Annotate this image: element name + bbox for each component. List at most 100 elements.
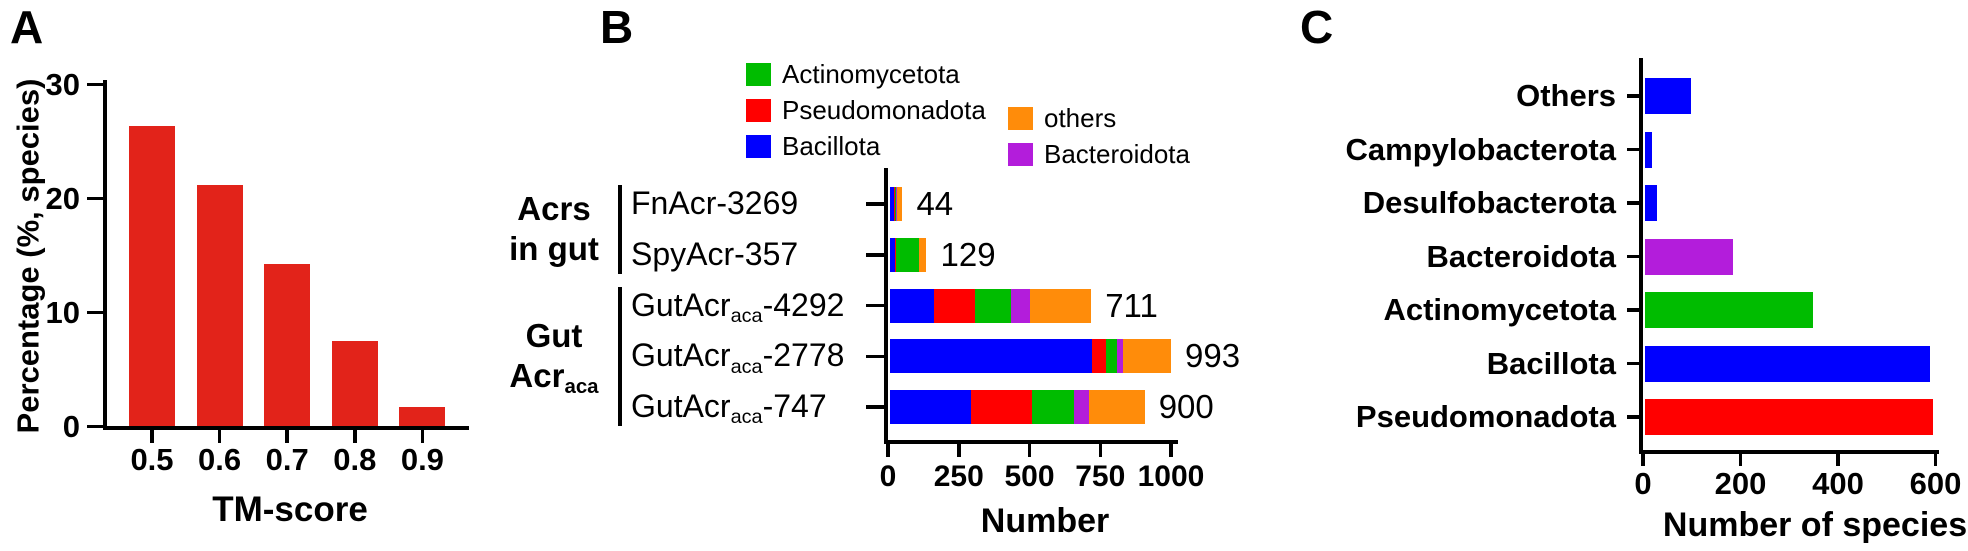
a-x-tick-label: 0.6 bbox=[198, 442, 242, 477]
c-row-tick bbox=[1627, 254, 1643, 259]
b-x-axis-line bbox=[884, 440, 1178, 444]
b-bar-segment-others bbox=[919, 237, 927, 272]
a-x-axis-line bbox=[103, 426, 469, 430]
b-bar-segment-actinomycetota bbox=[1032, 390, 1074, 424]
b-x-tick bbox=[886, 444, 890, 457]
b-bar-segment-pseudomonadota bbox=[1091, 339, 1106, 374]
panel-c-x-axis-title: Number of species bbox=[1662, 506, 1968, 544]
b-y-axis-line bbox=[884, 168, 888, 444]
a-x-tick-label: 0.7 bbox=[265, 442, 309, 477]
b-x-tick bbox=[1098, 444, 1102, 457]
c-row-tick bbox=[1627, 361, 1643, 366]
a-y-tick bbox=[87, 310, 104, 314]
label-text: Gut bbox=[525, 317, 583, 355]
b-row-label: GutAcraca-747 bbox=[631, 388, 827, 428]
a-x-tick-label: 0.9 bbox=[400, 442, 444, 477]
a-x-tick-label: 0.5 bbox=[130, 442, 174, 477]
panel-a-y-axis-title: Percentage (%, species) bbox=[10, 78, 46, 434]
b-group-label-line: Gut bbox=[496, 316, 612, 356]
b-bar-segment-bacteroidota bbox=[1073, 390, 1089, 424]
a-bar bbox=[129, 126, 175, 426]
b-x-tick bbox=[1169, 444, 1173, 457]
label-text: Acr bbox=[509, 356, 565, 394]
a-bar bbox=[264, 264, 311, 426]
b-row-label: GutAcraca-2778 bbox=[631, 337, 844, 378]
label-subscript: aca bbox=[730, 355, 763, 378]
b-bar-segment-actinomycetota bbox=[895, 187, 897, 221]
c-row-tick bbox=[1627, 94, 1643, 98]
a-x-tick bbox=[285, 430, 289, 443]
c-bar bbox=[1645, 238, 1733, 275]
label-text: GutAcr bbox=[631, 337, 731, 374]
b-legend-label: Actinomycetota bbox=[782, 59, 960, 89]
b-legend-label: Bacteroidota bbox=[1044, 139, 1190, 169]
c-x-axis-line bbox=[1639, 450, 1939, 454]
c-row-tick bbox=[1627, 308, 1643, 312]
b-group-label-line: Acrs bbox=[496, 189, 612, 229]
b-bar-segment-others bbox=[1088, 390, 1145, 424]
panel-b-x-axis-title: Number bbox=[980, 502, 1110, 540]
c-bar bbox=[1645, 292, 1814, 328]
c-row-tick bbox=[1627, 147, 1643, 152]
b-legend-label: others bbox=[1044, 103, 1117, 133]
b-bar-value: 900 bbox=[1158, 388, 1214, 425]
c-x-tick-label: 400 bbox=[1812, 466, 1864, 501]
b-legend-swatch bbox=[1008, 107, 1033, 130]
b-row-label: FnAcr-3269 bbox=[631, 185, 799, 221]
b-bar bbox=[890, 187, 903, 221]
c-row-tick bbox=[1627, 201, 1643, 205]
b-row-tick bbox=[866, 405, 884, 409]
c-x-tick-label: 0 bbox=[1634, 466, 1652, 501]
b-bar-segment-others bbox=[897, 187, 903, 221]
c-bar bbox=[1645, 78, 1692, 114]
label-text: FnAcr-3269 bbox=[631, 185, 799, 221]
c-bar bbox=[1645, 131, 1653, 168]
b-legend-label: Pseudomonadota bbox=[782, 95, 986, 125]
label-text: Acrs bbox=[517, 190, 591, 228]
b-bar bbox=[890, 390, 1145, 424]
b-row-tick bbox=[866, 253, 884, 257]
a-x-tick bbox=[420, 430, 425, 443]
b-bar-segment-bacillota bbox=[890, 187, 895, 221]
c-bar bbox=[1645, 185, 1657, 221]
c-row-label: Bacteroidota bbox=[1426, 238, 1616, 274]
c-row-label: Bacillota bbox=[1486, 345, 1616, 381]
label-subscript: aca bbox=[730, 406, 763, 429]
a-x-tick-label: 0.8 bbox=[333, 442, 377, 477]
c-row-label: Desulfobacterota bbox=[1362, 185, 1616, 220]
a-x-tick bbox=[150, 430, 154, 443]
label-text: GutAcr bbox=[631, 388, 731, 424]
panel-a-label: A bbox=[10, 1, 44, 53]
a-bar bbox=[331, 340, 378, 426]
b-bar-value: 993 bbox=[1185, 337, 1241, 375]
b-group-label: Acrs in gut bbox=[496, 189, 612, 268]
c-x-tick bbox=[1836, 454, 1840, 466]
b-legend-swatch bbox=[746, 63, 771, 86]
b-bar-segment-actinomycetota bbox=[975, 288, 1012, 323]
b-legend-swatch bbox=[746, 135, 771, 158]
c-row-label: Actinomycetota bbox=[1383, 292, 1616, 327]
b-row-tick bbox=[866, 354, 884, 358]
c-row-tick bbox=[1627, 415, 1643, 419]
a-y-tick-label: 10 bbox=[45, 295, 80, 330]
b-bar-value: 44 bbox=[916, 185, 954, 222]
b-bar-segment-bacillota bbox=[890, 390, 971, 424]
b-x-tick bbox=[957, 444, 961, 457]
c-row-label: Campylobacterota bbox=[1345, 131, 1616, 167]
panel-a-x-axis-title: TM-score bbox=[212, 490, 368, 529]
a-y-axis-line bbox=[103, 80, 107, 430]
b-bar-segment-pseudomonadota bbox=[894, 187, 896, 221]
b-row-tick bbox=[866, 303, 884, 308]
b-row-label: GutAcraca-4292 bbox=[631, 287, 844, 327]
c-x-tick-label: 200 bbox=[1714, 466, 1767, 501]
b-x-tick-label: 750 bbox=[1075, 460, 1126, 493]
b-x-tick-label: 0 bbox=[879, 460, 897, 493]
b-bar-segment-pseudomonadota bbox=[970, 390, 1033, 424]
a-y-tick-label: 30 bbox=[45, 67, 80, 102]
b-legend-swatch bbox=[1008, 143, 1033, 166]
c-x-tick bbox=[1738, 454, 1743, 466]
c-x-tick bbox=[1641, 454, 1645, 466]
c-bar bbox=[1645, 399, 1933, 435]
b-bar bbox=[890, 339, 1171, 374]
b-bar-segment-bacteroidota bbox=[896, 187, 898, 221]
